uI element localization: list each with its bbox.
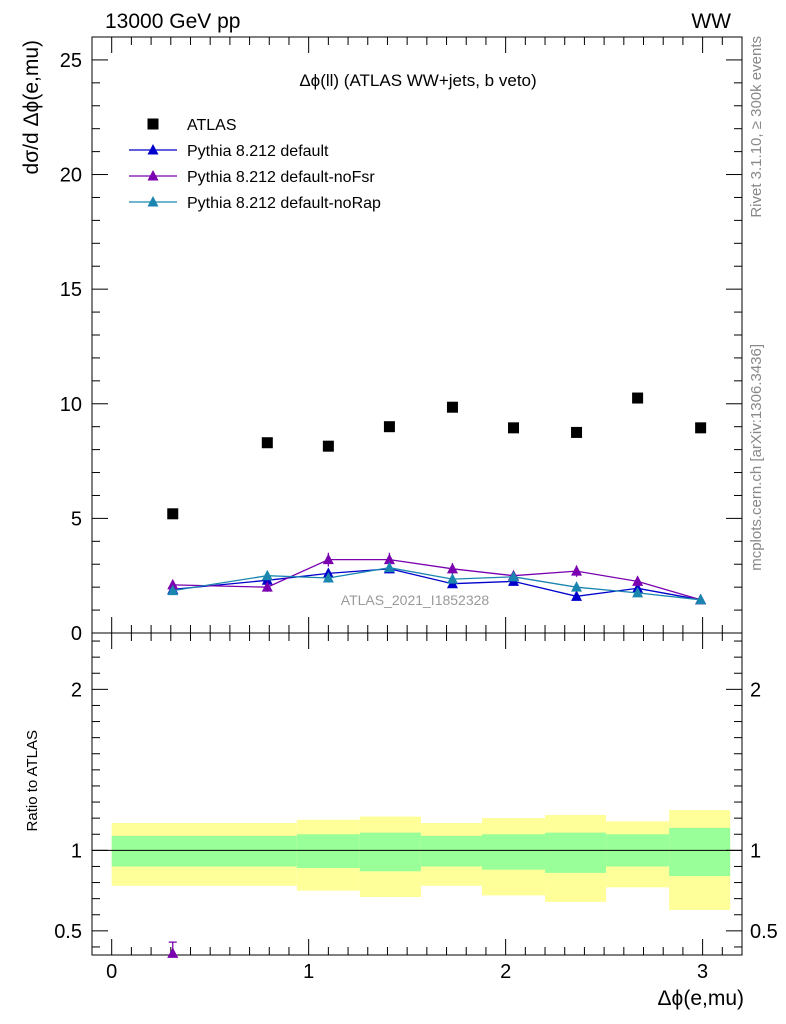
main-plot-y-axis-label: dσ/d Δϕ(e,mu) [20,40,43,174]
header-right-label: WW [691,10,731,33]
legend: ATLAS Pythia 8.212 default Pythia 8.212 de… [129,117,381,212]
main-plot-panel: 0 5 10 15 20 25 Δϕ(ll) (ATLAS WW+jets, b veto… [20,36,743,645]
ratio-band-inner [545,832,607,873]
ratio-y-tick-label-left: 0.5 [54,921,82,943]
ratio-y-tick-label-left: 2 [71,679,82,701]
atlas-data-point [167,508,179,520]
ratio-uncertainty-bands [92,810,742,910]
ratio-y-tick-label-right: 1 [750,840,761,862]
legend-marker [147,196,159,207]
legend-marker [147,170,159,181]
mc-data-point [167,578,179,590]
mc-data-point [695,593,707,605]
legend-label: Pythia 8.212 default-noFsr [187,169,375,186]
mc-data-point [383,553,395,565]
legend-marker-atlas [147,118,159,130]
mc-data-point [508,570,520,582]
rivet-version-label: Rivet 3.1.10, ≥ 300k events [748,36,765,218]
ratio-y-tick-label-right: 0.5 [750,921,778,943]
y-tick-label: 10 [60,394,82,416]
atlas-data-point [571,426,583,438]
legend-label: ATLAS [187,117,237,134]
mc-data-point [571,581,583,592]
ratio-plot-data [167,941,179,958]
ratio-plot-y-axis-label: Ratio to ATLAS [24,730,41,831]
mc-data-point [571,565,583,576]
ratio-plot-frame [91,632,743,956]
mc-data-point [571,590,583,601]
y-tick-label: 20 [60,165,82,187]
atlas-data-point [446,401,458,413]
atlas-data-point [322,440,334,452]
ratio-y-tick-label-right: 2 [750,679,761,701]
main-plot-title: Δϕ(ll) (ATLAS WW+jets, b veto) [299,71,536,90]
atlas-data-point [508,422,520,434]
x-tick-label: 3 [697,961,708,983]
y-tick-label: 15 [60,279,82,301]
ratio-band-inner [482,834,546,870]
y-tick-label: 0 [71,623,82,645]
mc-data-point [261,569,273,581]
x-tick-label: 0 [106,961,117,983]
x-axis-label: Δϕ(e,mu) [658,987,744,1010]
mc-data-point [322,571,334,583]
ratio-data-point [167,947,179,958]
main-plot-watermark: ATLAS_2021_I1852328 [341,592,490,608]
y-tick-label: 25 [60,50,82,72]
x-tick-label: 2 [500,961,511,983]
ratio-band-inner [111,835,297,867]
legend-marker [147,144,159,155]
ratio-band-inner [420,835,482,867]
atlas-data-point [695,422,707,434]
mc-data-point [632,575,644,586]
source-label: mcplots.cern.ch [arXiv:1306.3436] [748,344,765,571]
atlas-data-point [632,392,644,404]
y-tick-label: 5 [71,508,82,530]
mc-data-point [383,561,395,573]
mc-data-point [632,586,644,598]
mc-data-point [167,584,179,596]
mc-data-point [322,553,334,565]
mc-data-point [446,562,458,574]
ratio-plot-panel: 0.5 0.5 1 1 2 2 0 1 2 3 Ratio to ATLAS Δϕ(e,mu) [24,632,778,1010]
main-plot-data [167,392,707,605]
header-left-label: 13000 GeV pp [105,10,240,33]
ratio-band-inner [669,827,731,877]
main-plot-ticks: 0 5 10 15 20 25 [60,36,742,645]
ratio-plot-ticks: 0.5 0.5 1 1 2 2 0 1 2 3 [54,633,778,983]
atlas-data-point [383,421,395,433]
mc-data-point [261,581,273,592]
ratio-band-inner [359,832,421,872]
legend-label: Pythia 8.212 default [187,143,329,160]
x-tick-label: 1 [303,961,314,983]
legend-label: Pythia 8.212 default-noRap [187,195,381,212]
ratio-band-inner [296,834,360,869]
ratio-y-tick-label-left: 1 [71,840,82,862]
atlas-data-point [261,437,273,449]
mc-data-point [446,573,458,584]
